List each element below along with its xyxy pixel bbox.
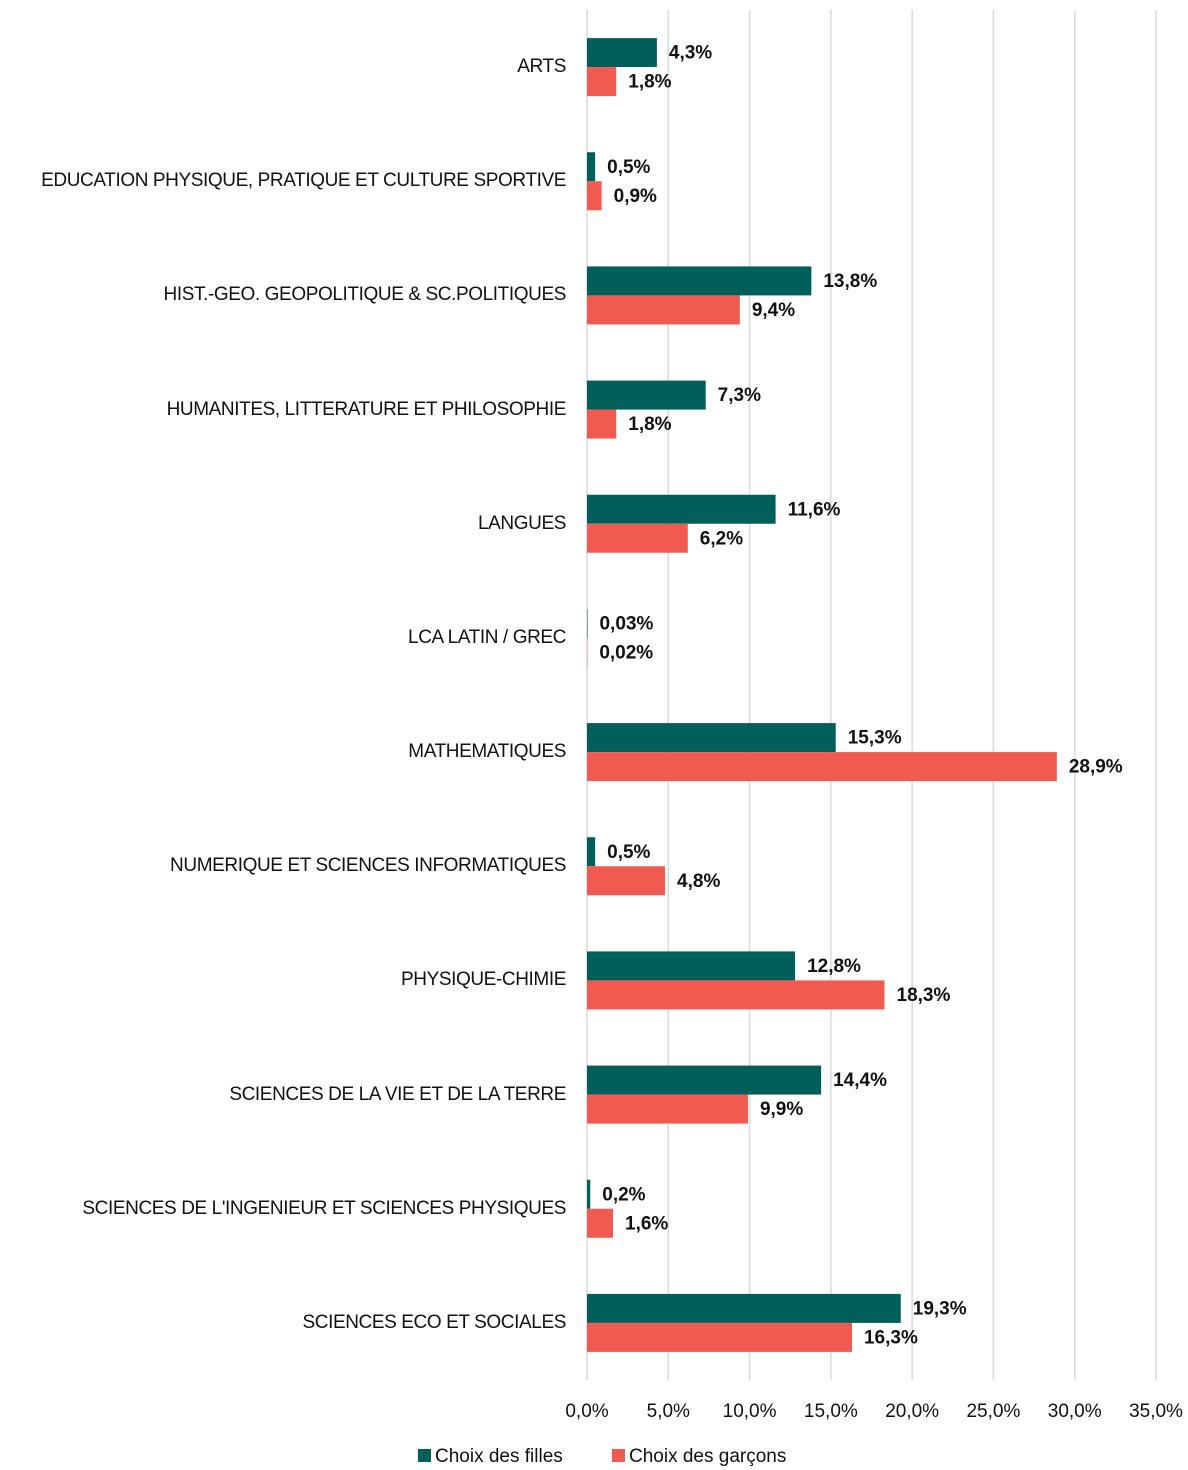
value-label: 1,6% <box>625 1213 668 1234</box>
x-tick-label: 15,0% <box>804 1401 858 1422</box>
category-label-box: SCIENCES ECO ET SOCIALES <box>0 1283 566 1363</box>
x-tick-label: 5,0% <box>647 1401 690 1422</box>
legend-label: Choix des filles <box>435 1446 563 1467</box>
x-tick-label: 25,0% <box>966 1401 1020 1422</box>
y-tick-label: HIST.-GEO. GEOPOLITIQUE & SC.POLITIQUES <box>163 284 567 306</box>
category-label-box: HUMANITES, LITTERATURE ET PHILOSOPHIE <box>0 370 567 450</box>
y-tick-label: HUMANITES, LITTERATURE ET PHILOSOPHIE <box>166 398 567 420</box>
category-label-box: ARTS <box>0 27 566 107</box>
category-label-box: SCIENCES DE LA VIE ET DE LA TERRE <box>0 1055 566 1135</box>
value-label: 11,6% <box>788 499 841 520</box>
value-label: 16,3% <box>864 1327 918 1348</box>
legend-swatch <box>612 1449 625 1462</box>
y-tick-label: LANGUES <box>477 512 566 534</box>
bar <box>587 266 812 296</box>
bar <box>587 866 666 896</box>
bar <box>587 752 1057 782</box>
value-label: 4,8% <box>677 871 720 892</box>
value-label: 18,3% <box>897 985 951 1006</box>
y-tick-label: MATHEMATIQUES <box>408 741 566 763</box>
bar <box>587 1094 748 1124</box>
y-tick-label: NUMERIQUE ET SCIENCES INFORMATIQUES <box>170 855 566 877</box>
value-label: 1,8% <box>628 414 671 435</box>
y-tick-label: SCIENCES DE LA VIE ET DE LA TERRE <box>229 1083 566 1105</box>
bar <box>587 523 688 553</box>
value-label: 19,3% <box>913 1298 967 1319</box>
value-label: 14,4% <box>833 1070 887 1091</box>
bar <box>587 951 796 981</box>
bar <box>587 980 885 1010</box>
value-label: 7,3% <box>718 385 761 406</box>
value-label: 0,9% <box>614 186 657 207</box>
y-tick-label: ARTS <box>517 56 566 78</box>
x-tick-label: 35,0% <box>1129 1401 1183 1422</box>
x-tick-label: 30,0% <box>1048 1401 1102 1422</box>
value-label: 0,2% <box>602 1184 645 1205</box>
value-label: 0,02% <box>599 642 653 663</box>
category-label-box: LANGUES <box>0 484 566 564</box>
value-label: 1,8% <box>628 72 671 93</box>
x-tick-label: 20,0% <box>885 1401 939 1422</box>
bar <box>587 181 602 211</box>
bar <box>587 380 706 410</box>
category-label-box: MATHEMATIQUES <box>0 712 566 792</box>
y-tick-label: EDUCATION PHYSIQUE, PRATIQUE ET CULTURE … <box>41 170 566 192</box>
value-label: 0,03% <box>599 613 653 634</box>
value-label: 9,9% <box>760 1099 803 1120</box>
value-label: 0,5% <box>607 842 650 863</box>
x-tick-label: 0,0% <box>565 1401 608 1422</box>
value-label: 12,8% <box>807 956 861 977</box>
value-label: 4,3% <box>669 43 712 64</box>
bar <box>587 1293 901 1323</box>
category-label-box: NUMERIQUE ET SCIENCES INFORMATIQUES <box>0 826 566 906</box>
y-tick-label: LCA LATIN / GREC <box>408 626 566 648</box>
y-tick-label: PHYSIQUE-CHIMIE <box>400 969 566 991</box>
value-label: 0,5% <box>607 157 650 178</box>
bar <box>587 1179 591 1209</box>
category-label-box: PHYSIQUE-CHIMIE <box>0 940 566 1020</box>
bar <box>587 723 836 753</box>
category-label-box: HIST.-GEO. GEOPOLITIQUE & SC.POLITIQUES <box>0 255 567 335</box>
bar <box>587 409 617 439</box>
legend-label: Choix des garçons <box>629 1446 786 1467</box>
value-label: 15,3% <box>848 728 902 749</box>
bar <box>587 295 740 325</box>
bar <box>587 494 776 524</box>
value-label: 13,8% <box>823 271 877 292</box>
bar <box>587 1208 614 1238</box>
bar <box>587 38 657 68</box>
category-label-box: EDUCATION PHYSIQUE, PRATIQUE ET CULTURE … <box>0 141 566 221</box>
bar <box>587 1322 852 1352</box>
value-label: 6,2% <box>700 528 743 549</box>
category-label-box: LCA LATIN / GREC <box>0 598 566 678</box>
bar <box>587 67 617 97</box>
y-tick-label: SCIENCES ECO ET SOCIALES <box>302 1311 566 1333</box>
category-label-box: SCIENCES DE L'INGENIEUR ET SCIENCES PHYS… <box>0 1169 566 1249</box>
x-tick-label: 10,0% <box>723 1401 777 1422</box>
bar <box>587 152 596 182</box>
bar <box>587 837 596 867</box>
value-label: 28,9% <box>1069 757 1123 778</box>
legend-swatch <box>418 1449 431 1462</box>
bar <box>587 1065 822 1095</box>
value-label: 9,4% <box>752 300 795 321</box>
y-tick-label: SCIENCES DE L'INGENIEUR ET SCIENCES PHYS… <box>82 1197 566 1219</box>
